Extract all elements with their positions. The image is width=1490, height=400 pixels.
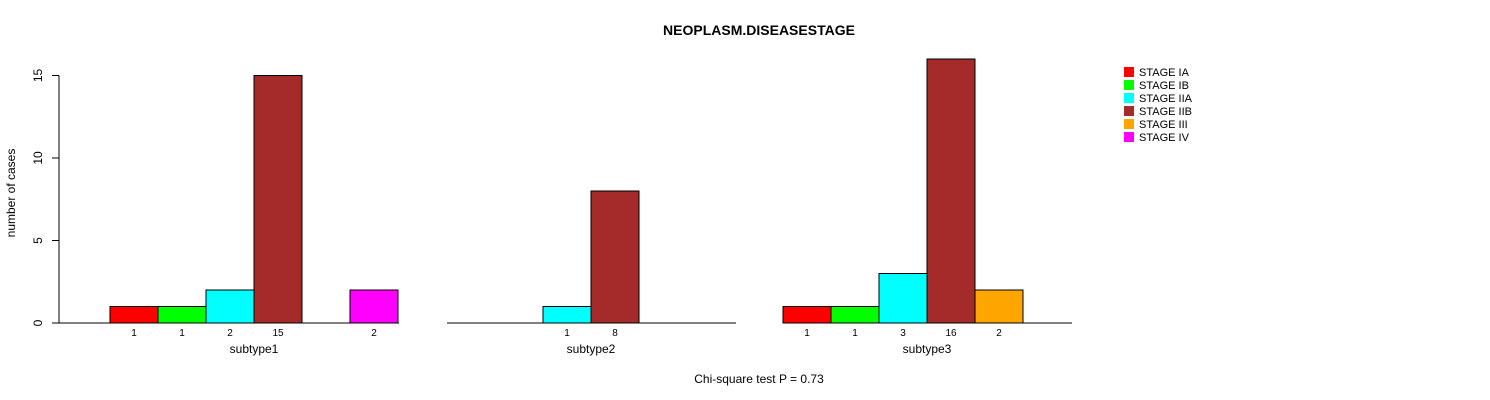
legend-item: STAGE IIA	[1124, 93, 1193, 105]
y-axis-label: number of cases	[4, 149, 18, 238]
legend-swatch	[1124, 119, 1134, 129]
bar	[878, 273, 928, 324]
legend-label: STAGE IIB	[1139, 106, 1192, 118]
bar-count-label: 2	[227, 328, 233, 339]
bar-count-label: 15	[272, 328, 284, 339]
legend-item: STAGE IB	[1124, 80, 1189, 92]
bar-count-label: 8	[612, 328, 618, 339]
y-tick-label: 5	[31, 237, 45, 244]
legend-swatch	[1124, 132, 1134, 142]
legend-swatch	[1124, 93, 1134, 103]
bar	[542, 306, 592, 324]
legend-item: STAGE III	[1124, 119, 1188, 131]
bar	[157, 306, 207, 324]
bar-count-label: 2	[996, 328, 1002, 339]
y-tick-label: 15	[31, 69, 45, 83]
chart-title: NEOPLASM.DISEASESTAGE	[663, 22, 855, 38]
x-group-label: subtype2	[567, 342, 616, 356]
legend-swatch	[1124, 80, 1134, 90]
x-group-label: subtype1	[230, 342, 279, 356]
bar	[974, 289, 1024, 324]
bar	[830, 306, 880, 324]
bar	[349, 289, 399, 324]
bar-count-label: 1	[804, 328, 810, 339]
bar-group-subtype1: 1 1 2 15 2 subtype1	[59, 75, 399, 356]
legend-swatch	[1124, 106, 1134, 116]
bar	[205, 289, 255, 324]
legend-label: STAGE IA	[1139, 67, 1190, 79]
bar	[109, 306, 159, 324]
y-axis: 0 5 10 15	[31, 69, 60, 326]
bar-count-label: 1	[131, 328, 137, 339]
chi-square-footer: Chi-square test P = 0.73	[694, 372, 824, 386]
bar-group-subtype2: 1 8 subtype2	[447, 190, 736, 356]
bar-groups: 1 1 2 15 2 subtype1 1 8 subtype2 1 1 3 16 2 subtype3	[59, 58, 1072, 356]
bar	[926, 58, 976, 324]
bar	[782, 306, 832, 324]
legend-swatch	[1124, 67, 1134, 77]
bar-count-label: 16	[945, 328, 957, 339]
bar-count-label: 3	[900, 328, 906, 339]
legend-label: STAGE IIA	[1139, 93, 1193, 105]
bar-group-subtype3: 1 1 3 16 2 subtype3	[782, 58, 1072, 356]
bar-count-label: 2	[371, 328, 377, 339]
bar-count-label: 1	[852, 328, 858, 339]
legend-label: STAGE III	[1139, 119, 1188, 131]
bar	[590, 190, 640, 324]
legend-item: STAGE IIB	[1124, 106, 1192, 118]
x-group-label: subtype3	[903, 342, 952, 356]
bar	[253, 75, 303, 324]
y-tick-label: 10	[31, 151, 45, 165]
bar-count-label: 1	[564, 328, 570, 339]
bar-count-label: 1	[179, 328, 185, 339]
legend-item: STAGE IA	[1124, 67, 1190, 79]
legend-item: STAGE IV	[1124, 132, 1190, 144]
legend-label: STAGE IV	[1139, 132, 1190, 144]
y-tick-label: 0	[31, 319, 45, 326]
legend-label: STAGE IB	[1139, 80, 1189, 92]
